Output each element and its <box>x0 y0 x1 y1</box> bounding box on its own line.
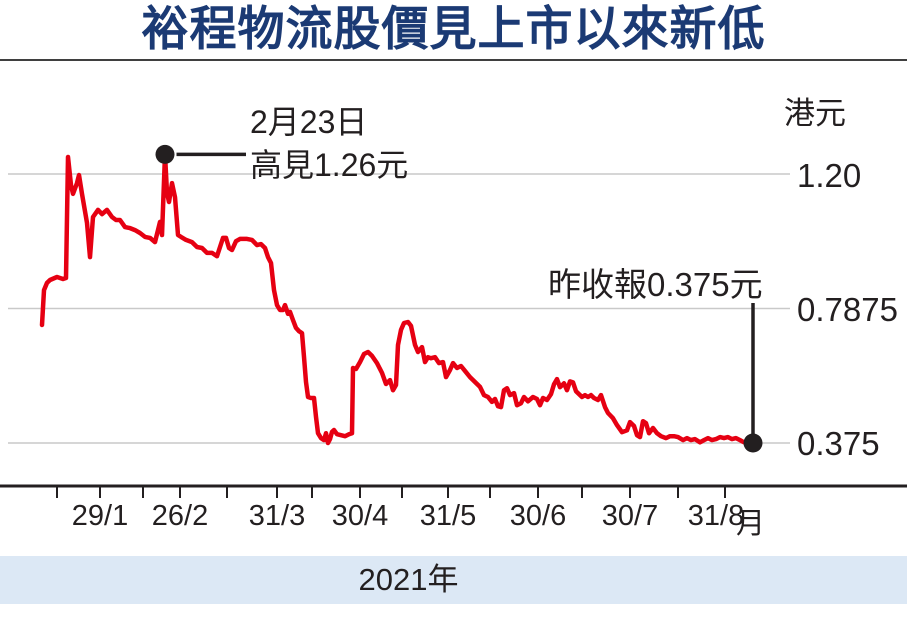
y-axis-label-1-20: 1.20 <box>797 157 862 194</box>
y-axis-unit-label: 港元 <box>784 96 846 131</box>
close-marker-dot <box>743 433 763 453</box>
footer-year-band: 2021年 <box>0 556 907 604</box>
close-annotation-text: 昨收報0.375元 <box>548 266 763 303</box>
x-axis-label-feb: 26/2 <box>151 500 209 532</box>
x-axis-label-apr: 30/4 <box>331 500 389 532</box>
x-axis-label-aug: 31/8 <box>687 500 745 532</box>
price-line <box>39 152 756 446</box>
x-axis-label-jul: 30/7 <box>601 500 659 532</box>
y-axis-label-0-375: 0.375 <box>797 425 880 462</box>
x-axis-label-jan: 29/1 <box>71 500 129 532</box>
peak-annotation-text: 高見1.26元 <box>250 147 409 183</box>
page-title: 裕程物流股價見上市以來新低 <box>141 2 766 55</box>
x-axis-label-may: 31/5 <box>419 500 477 532</box>
x-axis-label-jun: 30/6 <box>509 500 567 532</box>
peak-marker-dot <box>155 144 175 164</box>
x-axis-month-suffix: 月 <box>736 508 766 540</box>
title-divider <box>0 59 907 61</box>
peak-annotation-date: 2月23日 <box>250 104 368 140</box>
y-axis-label-0-7875: 0.7875 <box>797 291 898 328</box>
x-axis-label-mar: 31/3 <box>248 500 306 532</box>
year-label: 2021年 <box>358 562 459 597</box>
